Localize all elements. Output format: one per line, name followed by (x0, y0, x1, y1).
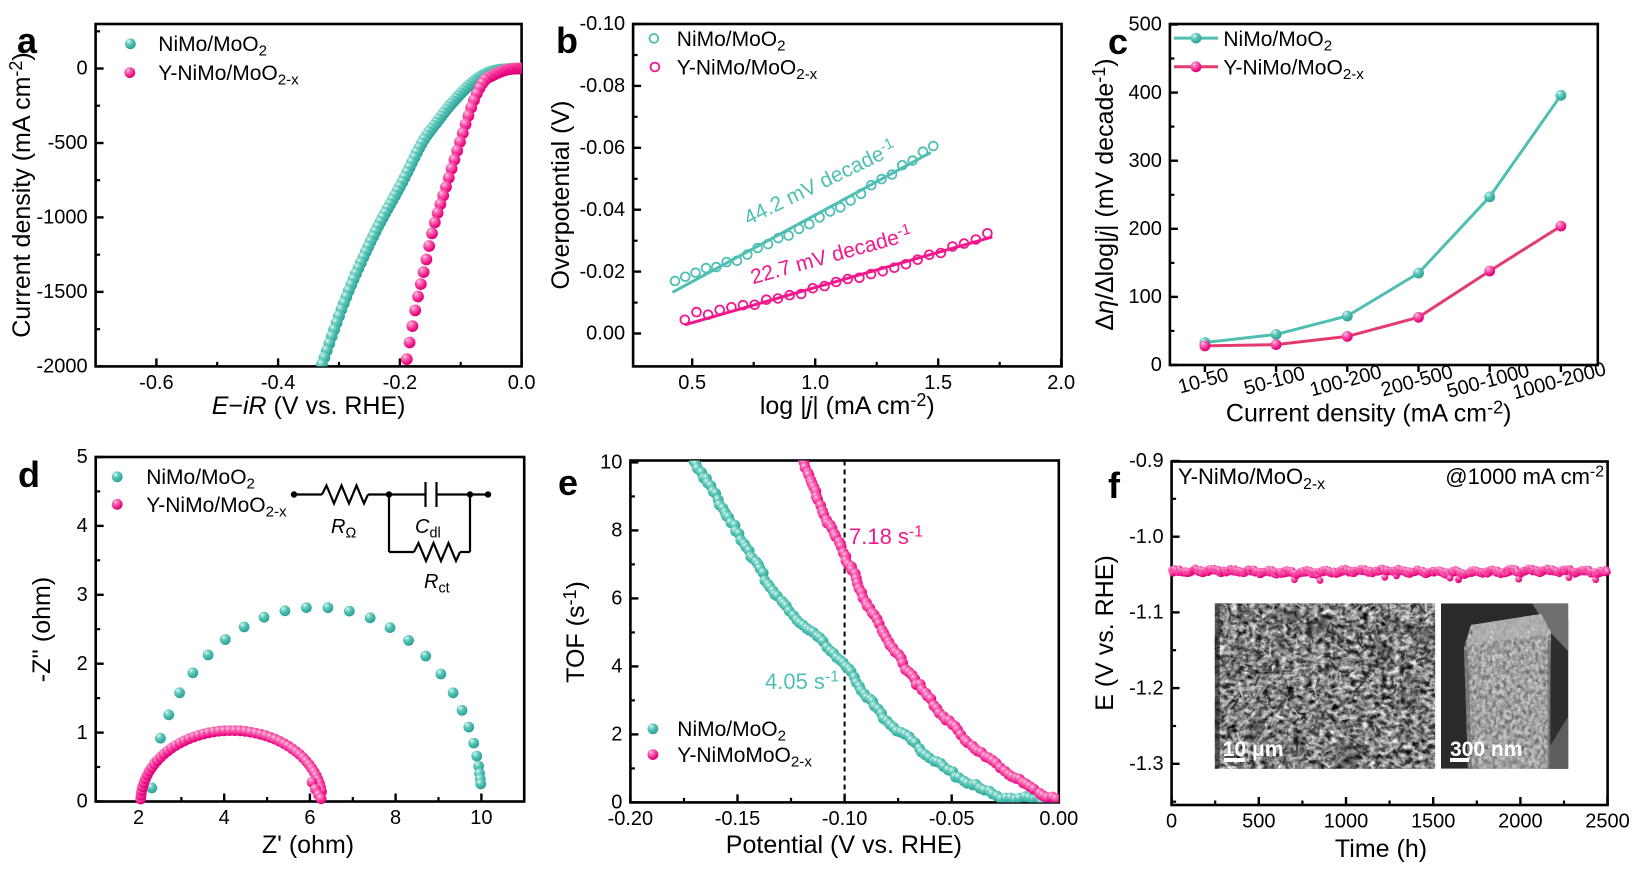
svg-text:7.18 s-1: 7.18 s-1 (849, 524, 923, 549)
svg-text:1: 1 (77, 722, 88, 744)
svg-text:400: 400 (1129, 82, 1162, 104)
svg-text:Current density (mA cm-2 ): Current density (mA cm-2 ) (6, 52, 36, 338)
svg-text:0.5: 0.5 (678, 372, 706, 394)
svg-text:c: c (1108, 21, 1128, 62)
svg-text:2000: 2000 (1498, 811, 1543, 833)
svg-text:-0.4: -0.4 (261, 372, 295, 394)
svg-text:NiMo/MoO2: NiMo/MoO2 (677, 718, 786, 745)
svg-text:-1.0: -1.0 (1129, 526, 1163, 548)
svg-text:NiMo/MoO2: NiMo/MoO2 (146, 466, 255, 493)
svg-text:Y-NiMo/MoO2-x: Y-NiMo/MoO2-x (158, 62, 299, 89)
svg-text:f: f (1108, 465, 1121, 506)
svg-text:1500: 1500 (1411, 811, 1456, 833)
svg-text:0: 0 (1151, 354, 1162, 376)
svg-text:500: 500 (1242, 811, 1275, 833)
svg-text:Y-NiMoMoO2-x: Y-NiMoMoO2-x (677, 744, 812, 771)
svg-text:Time (h): Time (h) (1335, 835, 1427, 863)
svg-text:2500: 2500 (1585, 811, 1630, 833)
svg-text:-0.05: -0.05 (929, 808, 975, 830)
svg-text:RΩ: RΩ (331, 516, 356, 541)
svg-text:NiMo/MoO2: NiMo/MoO2 (158, 33, 267, 60)
svg-text:-0.06: -0.06 (580, 137, 626, 159)
svg-text:500: 500 (1129, 14, 1162, 36)
svg-text:NiMo/MoO2: NiMo/MoO2 (1223, 28, 1332, 55)
svg-text:e: e (558, 462, 578, 503)
svg-text:4: 4 (77, 515, 88, 537)
svg-text:NiMo/MoO2: NiMo/MoO2 (677, 28, 786, 55)
svg-text:-0.10: -0.10 (580, 13, 626, 35)
svg-text:6: 6 (304, 807, 315, 829)
svg-text:-1.1: -1.1 (1129, 602, 1163, 624)
svg-text:-0.08: -0.08 (580, 75, 626, 97)
svg-text:-1000: -1000 (36, 207, 87, 229)
svg-text:-0.10: -0.10 (822, 808, 868, 830)
svg-text:-Z'' (ohm): -Z'' (ohm) (28, 577, 56, 682)
svg-text:-0.6: -0.6 (139, 372, 173, 394)
svg-text:8: 8 (390, 807, 401, 829)
svg-text:-0.02: -0.02 (580, 261, 626, 283)
svg-text:200: 200 (1129, 218, 1162, 240)
svg-text:300: 300 (1129, 150, 1162, 172)
svg-text:Overpotential (V): Overpotential (V) (547, 101, 575, 290)
svg-text:Z' (ohm): Z' (ohm) (262, 831, 354, 859)
svg-text:2: 2 (133, 807, 144, 829)
svg-text:8: 8 (611, 520, 622, 542)
svg-text:-2000: -2000 (36, 356, 87, 378)
svg-text:0: 0 (77, 791, 88, 813)
svg-text:Y-NiMo/MoO2-x: Y-NiMo/MoO2-x (1178, 464, 1325, 493)
svg-text:0.0: 0.0 (508, 372, 536, 394)
svg-text:-500: -500 (48, 132, 88, 154)
svg-text:Rct: Rct (424, 571, 450, 596)
svg-text:0: 0 (1166, 811, 1177, 833)
svg-text:100: 100 (1129, 286, 1162, 308)
svg-text:E−iR (V vs. RHE): E−iR (V vs. RHE) (212, 392, 406, 420)
svg-text:Cdl: Cdl (415, 516, 441, 541)
svg-text:d: d (18, 454, 40, 495)
svg-text:4: 4 (219, 807, 230, 829)
svg-text:Potential (V vs. RHE): Potential (V vs. RHE) (726, 831, 962, 859)
svg-text:4.05 s-1: 4.05 s-1 (765, 669, 839, 694)
svg-text:0.00: 0.00 (586, 323, 625, 345)
svg-text:TOF (s-1 ): TOF (s-1 ) (560, 581, 590, 683)
svg-text:2: 2 (77, 653, 88, 675)
svg-text:5: 5 (77, 446, 88, 468)
svg-text:Current density (mA cm-2 ): Current density (mA cm-2 ) (1226, 397, 1512, 427)
svg-text:-1.2: -1.2 (1129, 677, 1163, 699)
svg-text:1.5: 1.5 (924, 372, 952, 394)
svg-text:10 μm: 10 μm (1223, 738, 1284, 761)
svg-text:300 nm: 300 nm (1450, 738, 1522, 761)
svg-text:a: a (17, 20, 38, 61)
svg-text:-1.3: -1.3 (1129, 753, 1163, 775)
svg-text:-0.9: -0.9 (1129, 450, 1163, 472)
svg-text:10: 10 (470, 807, 492, 829)
svg-text:4: 4 (611, 656, 622, 678)
svg-text:2.0: 2.0 (1047, 372, 1075, 394)
svg-text:Y-NiMo/MoO2-x: Y-NiMo/MoO2-x (677, 57, 818, 84)
svg-text:Y-NiMo/MoO2-x: Y-NiMo/MoO2-x (146, 494, 287, 521)
svg-text:0: 0 (76, 58, 87, 80)
svg-text:-0.20: -0.20 (608, 808, 654, 830)
svg-text:0.00: 0.00 (1039, 808, 1078, 830)
svg-text:-0.15: -0.15 (715, 808, 761, 830)
svg-text:2: 2 (611, 724, 622, 746)
svg-text:-0.2: -0.2 (383, 372, 417, 394)
svg-text:1.0: 1.0 (801, 372, 829, 394)
svg-text:log |j| (mA cm-2 ): log |j| (mA cm-2 ) (760, 390, 935, 420)
svg-text:E (V vs. RHE): E (V vs. RHE) (1091, 555, 1119, 711)
svg-text:0: 0 (611, 792, 622, 814)
svg-text:6: 6 (611, 588, 622, 610)
svg-text:Δη/Δlog|j| (mV decade-1 ): Δη/Δlog|j| (mV decade-1 ) (1089, 58, 1119, 330)
svg-text:Y-NiMo/MoO2-x: Y-NiMo/MoO2-x (1223, 57, 1364, 84)
svg-text:b: b (556, 20, 578, 61)
svg-text:-0.04: -0.04 (580, 199, 626, 221)
svg-text:10: 10 (600, 452, 622, 474)
svg-text:1000: 1000 (1324, 811, 1369, 833)
svg-text:-1500: -1500 (36, 281, 87, 303)
svg-text:3: 3 (77, 584, 88, 606)
svg-text:@1000 mA cm-2: @1000 mA cm-2 (1445, 464, 1604, 489)
